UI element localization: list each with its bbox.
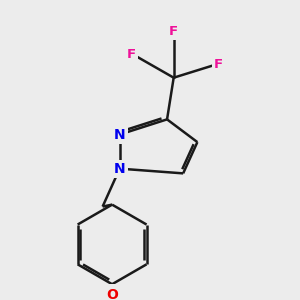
- Text: O: O: [106, 288, 118, 300]
- Text: F: F: [214, 58, 223, 71]
- Text: F: F: [127, 48, 136, 62]
- Text: N: N: [114, 162, 125, 176]
- Text: F: F: [169, 25, 178, 38]
- Text: N: N: [114, 128, 125, 142]
